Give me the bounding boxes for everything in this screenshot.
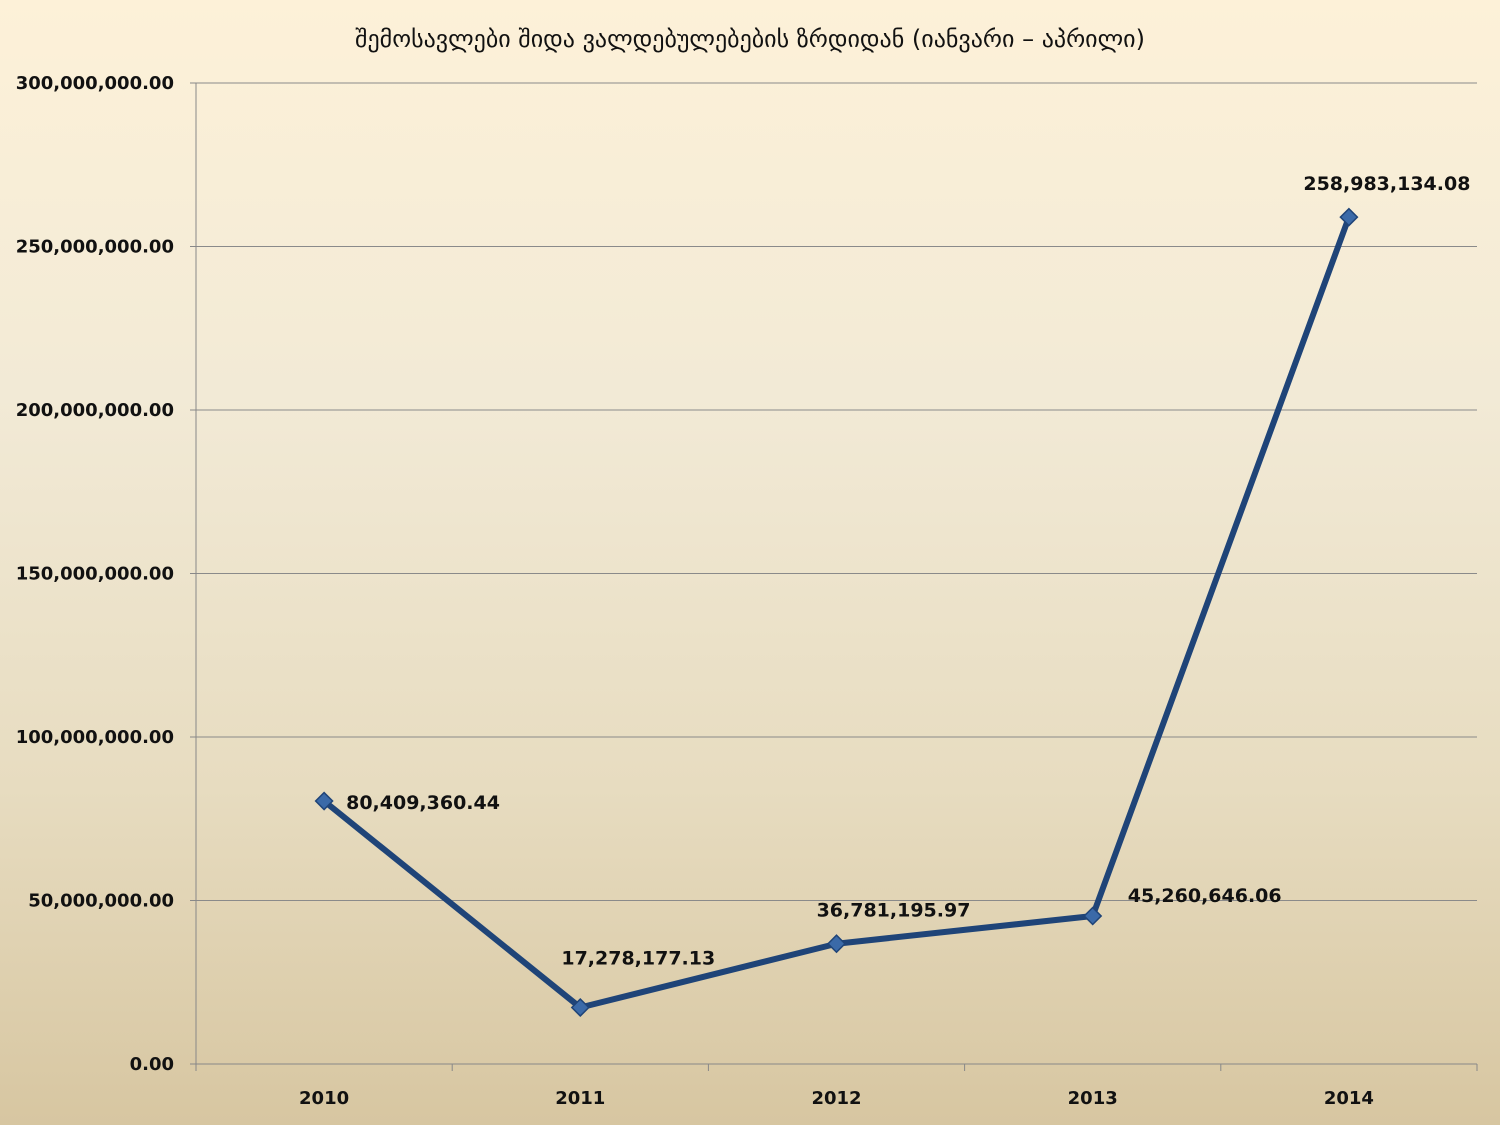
data-point-marker [826, 934, 847, 954]
y-tick-label: 0.00 [130, 1054, 174, 1075]
x-tick-label: 2012 [811, 1088, 861, 1109]
axes [190, 82, 1478, 1071]
y-tick-label: 250,000,000.00 [16, 237, 174, 258]
x-tick-label: 2010 [299, 1088, 349, 1109]
y-tick-label: 200,000,000.00 [16, 400, 174, 421]
data-label: 45,260,646.06 [1128, 885, 1282, 907]
y-tick-label: 50,000,000.00 [28, 891, 174, 912]
y-tick-label: 300,000,000.00 [16, 73, 174, 94]
data-label: 17,278,177.13 [561, 948, 715, 970]
data-point-marker [1339, 207, 1359, 227]
data-labels: 80,409,360.44 17,278,177.13 36,781,195.97 4… [346, 173, 1470, 969]
data-point-marker [1083, 906, 1103, 926]
x-tick-label: 2014 [1324, 1088, 1374, 1109]
y-axis-tick-labels: 0.00 50,000,000.00 100,000,000.00 150,000,0… [16, 73, 174, 1075]
gridlines [196, 82, 1477, 901]
data-label: 80,409,360.44 [346, 792, 500, 814]
data-series [314, 207, 1359, 1018]
data-label: 258,983,134.08 [1303, 173, 1470, 195]
chart-title: შემოსავლები შიდა ვალდებულებების ზრდიდან … [355, 25, 1145, 53]
data-label: 36,781,195.97 [817, 900, 971, 922]
x-tick-label: 2011 [555, 1088, 605, 1109]
y-tick-label: 100,000,000.00 [16, 727, 174, 748]
data-point-marker [570, 997, 590, 1018]
x-axis-tick-labels: 2010 2011 2012 2013 2014 [299, 1088, 1374, 1109]
y-tick-label: 150,000,000.00 [16, 564, 174, 585]
x-tick-label: 2013 [1068, 1088, 1118, 1109]
data-point-marker [314, 791, 334, 811]
